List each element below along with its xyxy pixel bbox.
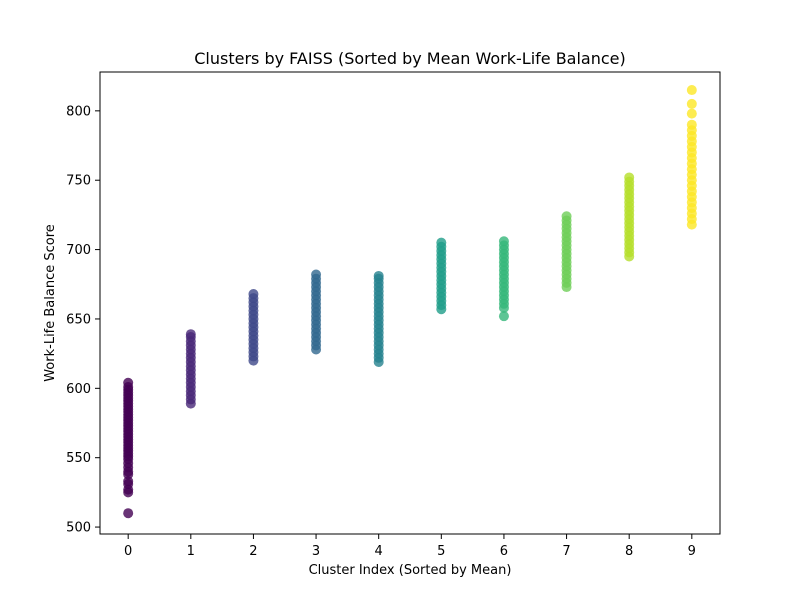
- y-axis-ticks: 500 550 600 650 700 750 800: [66, 104, 100, 536]
- x-tick-label: 8: [625, 544, 633, 559]
- data-point: [498, 236, 509, 247]
- y-tick-label: 700: [66, 243, 91, 258]
- data-point: [561, 211, 572, 222]
- data-point: [123, 508, 134, 519]
- x-tick-label: 5: [437, 544, 445, 559]
- y-tick-label: 800: [66, 104, 91, 119]
- y-axis-label: Work-Life Balance Score: [43, 224, 58, 382]
- data-point: [436, 237, 447, 248]
- x-axis-ticks: 0 1 2 3 4 5 6 7 8 9: [124, 534, 696, 559]
- data-point: [686, 108, 697, 119]
- x-tick-label: 1: [187, 544, 195, 559]
- data-point: [686, 119, 697, 130]
- data-point: [311, 269, 322, 280]
- x-tick-label: 3: [312, 544, 320, 559]
- y-tick-label: 600: [66, 382, 91, 397]
- data-points: [123, 85, 697, 519]
- x-tick-label: 2: [249, 544, 257, 559]
- data-point: [373, 270, 384, 281]
- y-tick-label: 750: [66, 174, 91, 189]
- data-point: [498, 311, 509, 322]
- data-point: [686, 98, 697, 109]
- data-point: [624, 172, 635, 183]
- data-point: [123, 377, 134, 388]
- data-point: [123, 476, 134, 487]
- x-tick-label: 4: [375, 544, 383, 559]
- x-tick-label: 7: [562, 544, 570, 559]
- x-axis-label: Cluster Index (Sorted by Mean): [309, 563, 512, 578]
- chart-title: Clusters by FAISS (Sorted by Mean Work-L…: [194, 49, 626, 68]
- data-point: [248, 288, 259, 299]
- y-tick-label: 550: [66, 451, 91, 466]
- y-tick-label: 650: [66, 312, 91, 327]
- x-tick-label: 0: [124, 544, 132, 559]
- data-point: [185, 329, 196, 340]
- plot-frame: [99, 71, 721, 535]
- y-tick-label: 500: [66, 521, 91, 536]
- data-point: [686, 85, 697, 96]
- x-tick-label: 6: [500, 544, 508, 559]
- x-tick-label: 9: [688, 544, 696, 559]
